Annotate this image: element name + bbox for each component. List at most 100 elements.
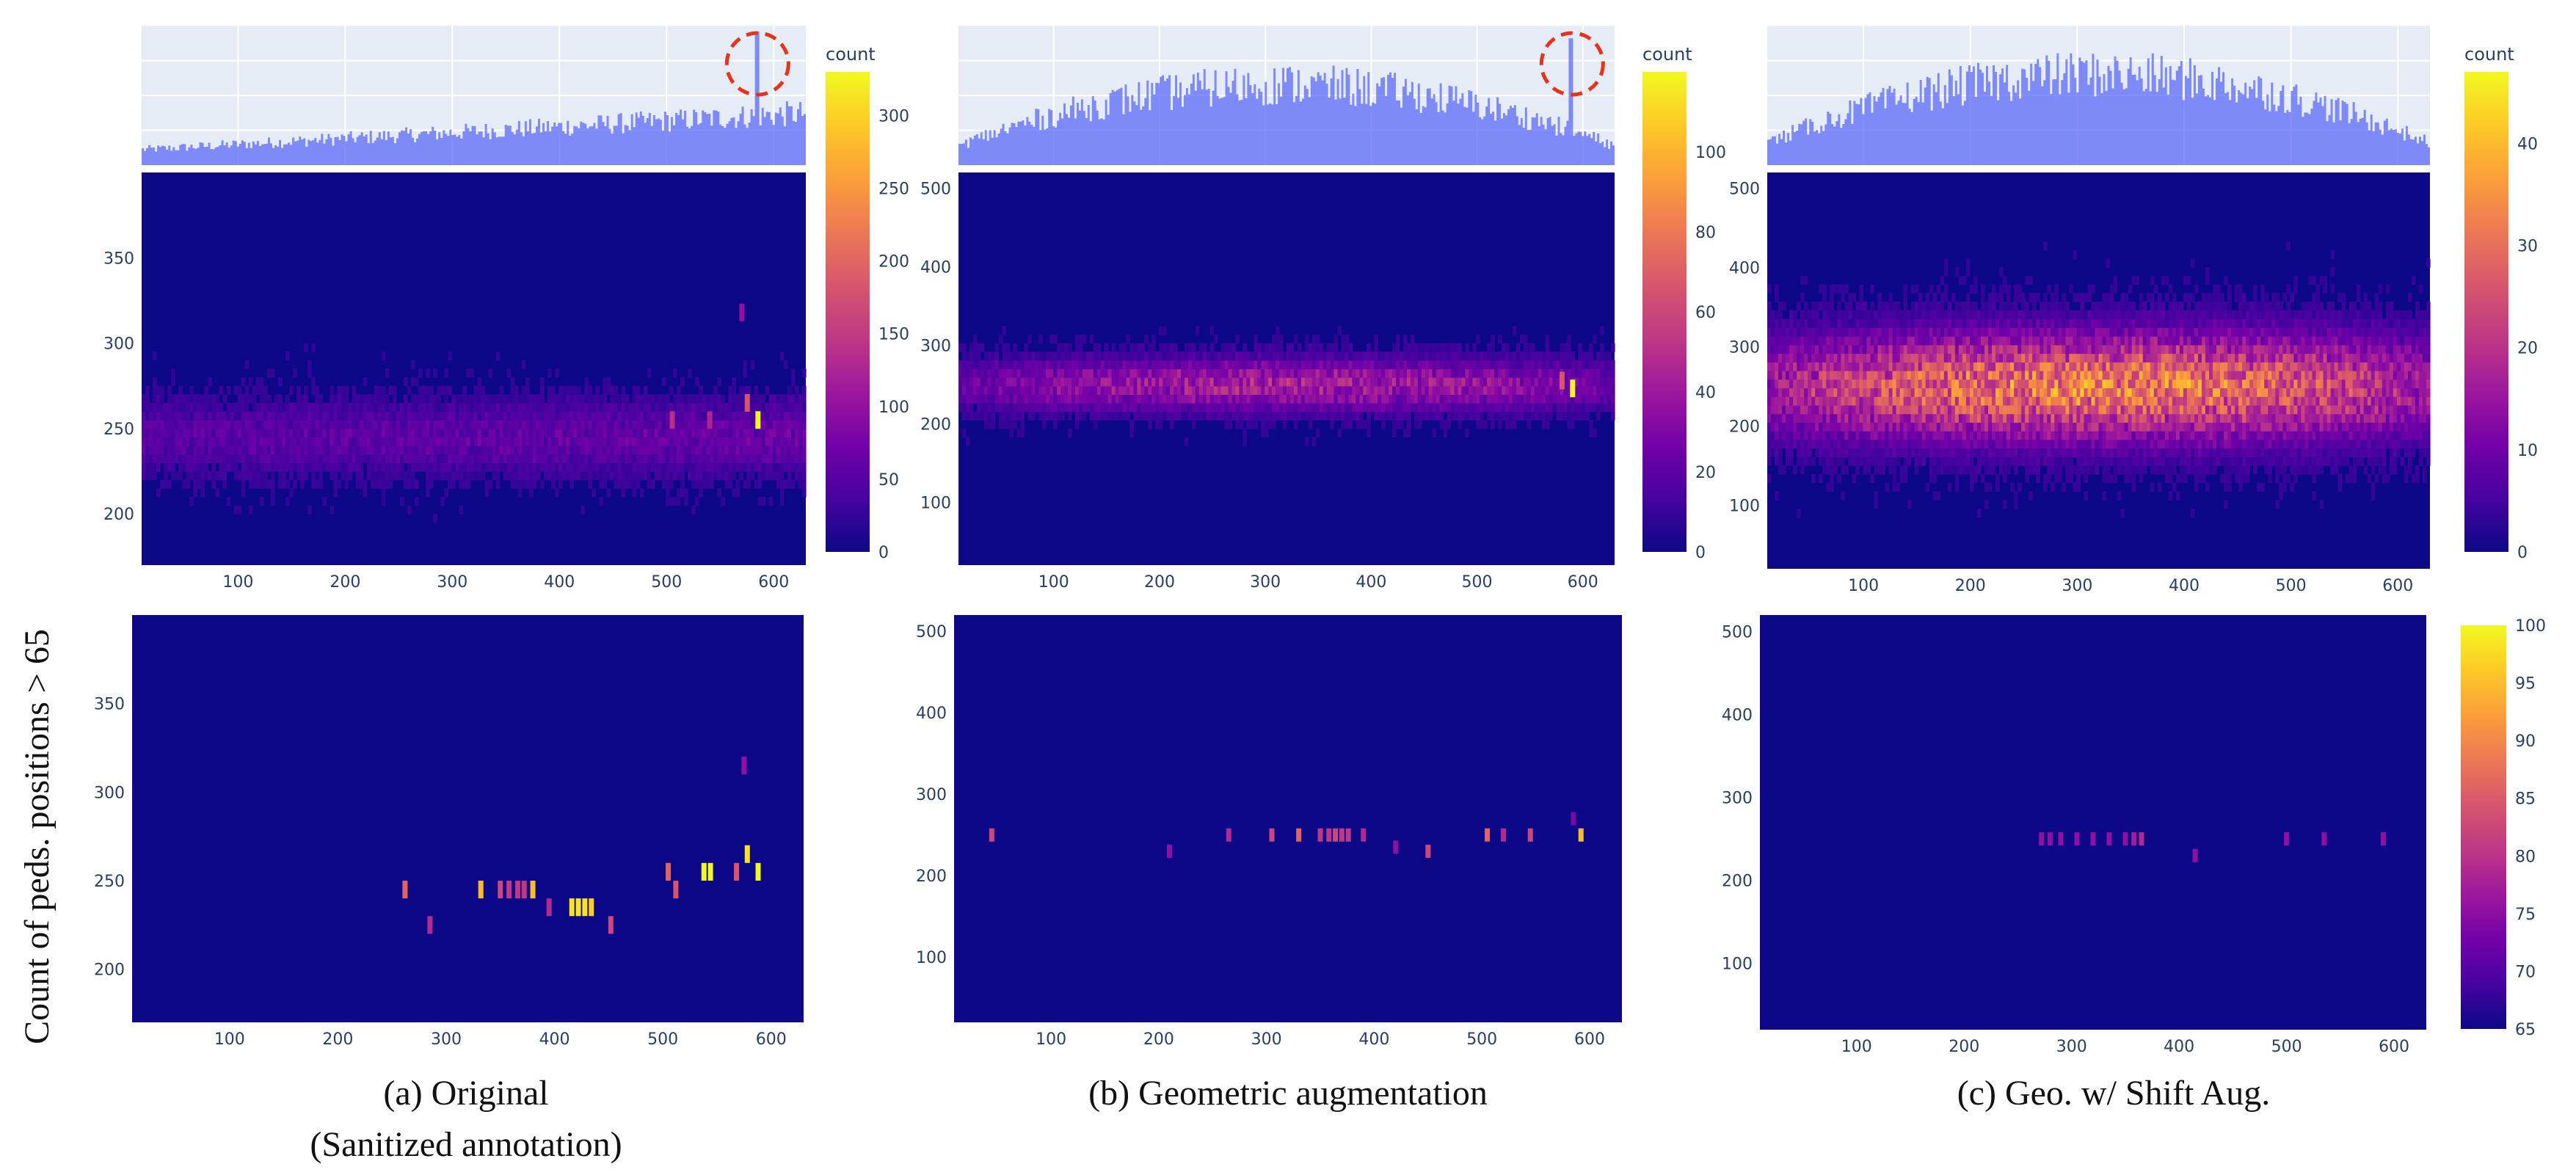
- heatmap-cell: [462, 428, 467, 438]
- heatmap-cell: [1822, 448, 1827, 457]
- heatmap-cell: [669, 471, 674, 481]
- heatmap-cell: [1947, 465, 1952, 475]
- heatmap-cell: [1038, 411, 1043, 421]
- heatmap-cell: [1932, 302, 1938, 311]
- heatmap-cell: [1804, 431, 1808, 440]
- heatmap-cell: [1874, 439, 1879, 449]
- heatmap-cell: [282, 420, 286, 429]
- heatmap-cell: [1954, 473, 1960, 484]
- heatmap-cell: [1877, 371, 1882, 380]
- heatmap-cell: [1932, 353, 1938, 363]
- heatmap-cell: [991, 360, 996, 370]
- heatmap-cell: [584, 428, 589, 438]
- heatmap-cell: [459, 505, 464, 514]
- heatmap-cell: [1918, 310, 1923, 320]
- heatmap-cell: [1899, 379, 1904, 389]
- heatmap-cell: [1771, 404, 1775, 415]
- heatmap-cell: [1585, 377, 1590, 387]
- heatmap-cell: [259, 394, 264, 404]
- heatmap-cell: [1881, 439, 1886, 449]
- heatmap-cell: [1276, 385, 1280, 395]
- heatmap-cell: [1206, 360, 1211, 370]
- heatmap-cell: [145, 411, 150, 421]
- heatmap-cell: [1969, 431, 1974, 440]
- heatmap-cell: [1929, 422, 1934, 432]
- heatmap-cell: [455, 462, 459, 472]
- heatmap-cell: [1925, 302, 1930, 311]
- heatmap-cell: [1068, 352, 1072, 361]
- heatmap-cell: [1782, 439, 1786, 449]
- heatmap-cell: [403, 471, 408, 481]
- heatmap-cell: [230, 428, 235, 438]
- heatmap-cell: [1406, 428, 1411, 438]
- heatmap-cell: [684, 496, 688, 506]
- heatmap-cell: [1315, 334, 1320, 344]
- heatmap-cell: [244, 360, 250, 370]
- heatmap-cell: [1439, 420, 1444, 429]
- heatmap-cell: [426, 471, 430, 481]
- heatmap-cell: [1866, 422, 1871, 432]
- heatmap-cell: [665, 488, 670, 498]
- heatmap-cell: [746, 420, 752, 429]
- heatmap-cell: [315, 462, 319, 472]
- heatmap-cell: [606, 437, 611, 446]
- heatmap-cell: [1830, 473, 1834, 484]
- heatmap-cell: [1852, 396, 1856, 406]
- heatmap-cell: [617, 454, 622, 464]
- heatmap-cell: [1254, 394, 1258, 404]
- heatmap-cell: [1808, 413, 1812, 423]
- bottom-cell-a-11: [582, 898, 588, 917]
- heatmap-cell: [1874, 327, 1879, 337]
- heatmap-cell: [1367, 368, 1371, 378]
- heatmap-cell: [248, 454, 253, 464]
- heatmap-cell: [695, 471, 699, 481]
- heatmap-cell: [1859, 319, 1864, 328]
- heatmap-cell: [1523, 411, 1528, 421]
- heatmap-cell: [481, 403, 486, 412]
- heatmap-cell: [614, 445, 619, 455]
- heatmap-cell: [643, 420, 648, 429]
- heatmap-cell: [599, 462, 604, 472]
- heatmap-cell: [1053, 334, 1058, 344]
- heatmap-cell: [266, 445, 272, 455]
- heatmap-cell: [1585, 368, 1590, 378]
- heatmap-cell: [1962, 310, 1967, 320]
- heatmap-cell: [1159, 352, 1163, 361]
- heatmap-cell: [1881, 344, 1886, 354]
- heatmap-cell: [1367, 385, 1371, 395]
- heatmap-cell: [1228, 394, 1233, 404]
- hot-cell-a-4: [739, 303, 745, 321]
- heatmap-cell: [1958, 404, 1963, 415]
- heatmap-cell: [1958, 336, 1963, 346]
- heatmap-cell: [1888, 396, 1893, 406]
- heatmap-cell: [1279, 352, 1284, 361]
- heatmap-cell: [1443, 420, 1448, 429]
- heatmap-cell: [1804, 353, 1808, 363]
- heatmap-cell: [1947, 431, 1952, 440]
- peak-highlight-circle-a: [724, 31, 790, 97]
- heatmap-cell: [145, 428, 150, 438]
- heatmap-cell: [1242, 377, 1247, 387]
- heatmap-cell: [595, 454, 600, 464]
- heatmap-cell: [1940, 388, 1945, 397]
- heatmap-cell: [972, 394, 978, 404]
- heatmap-cell: [308, 368, 312, 378]
- heatmap-cell: [1771, 431, 1775, 440]
- heatmap-cell: [462, 471, 467, 481]
- heatmap-cell: [1341, 360, 1346, 370]
- heatmap-cell: [1049, 411, 1054, 421]
- heatmap-cell: [521, 479, 526, 489]
- heatmap-cell: [1060, 385, 1065, 395]
- heatmap-cell: [1512, 385, 1517, 395]
- heatmap-cell: [1786, 319, 1790, 328]
- heatmap-cell: [1046, 368, 1050, 378]
- heatmap-cell: [702, 403, 707, 412]
- heatmap-cell: [1560, 343, 1565, 352]
- heatmap-cell: [1962, 431, 1967, 440]
- heatmap-cell: [1428, 343, 1433, 352]
- heatmap-cell: [732, 385, 737, 395]
- heatmap-cell: [570, 471, 574, 481]
- heatmap-cell: [1027, 411, 1032, 421]
- heatmap-cell: [713, 454, 718, 464]
- heatmap-cell: [1885, 439, 1890, 449]
